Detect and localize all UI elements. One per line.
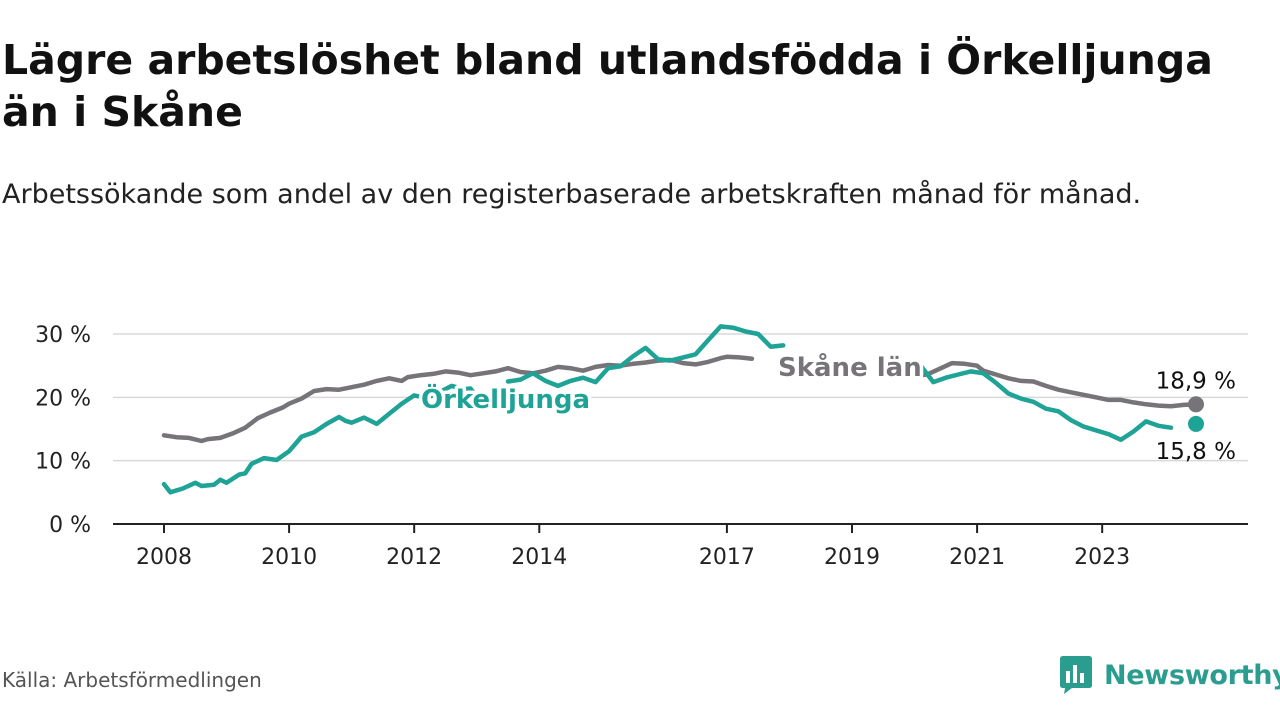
chart-subtitle: Arbetssökande som andel av den registerb… (2, 179, 1142, 210)
series-label-skane: Skåne län (778, 351, 922, 383)
end-point-skane (1188, 396, 1204, 413)
series-line-skane-points (161, 354, 755, 444)
x-tick-label-2008: 2008 (136, 545, 192, 570)
x-tick-label-2012: 2012 (386, 545, 442, 570)
series-line-orkelljunga-points (161, 383, 479, 495)
y-tick-label-10: 10 % (35, 450, 91, 475)
end-label-orkelljunga: 15,8 % (1156, 439, 1236, 465)
series-label-orkelljunga: Örkelljunga (421, 382, 590, 415)
series-label-orkelljunga-halo: Örkelljunga (421, 382, 590, 415)
x-tick-label-2017: 2017 (699, 545, 755, 570)
brand-logo: Newsworthy (1058, 654, 1280, 696)
brand-name: Newsworthy (1104, 659, 1280, 691)
y-tick-label-20: 20 % (35, 386, 91, 411)
newsworthy-logo-icon (1060, 656, 1092, 694)
y-tick-label-30: 30 % (35, 323, 91, 348)
end-point-orkelljunga (1188, 415, 1204, 432)
x-tick-label-2021: 2021 (949, 545, 1005, 570)
series-line-skane-points_b (912, 360, 1199, 409)
series-label-skane-halo: Skåne län (778, 351, 922, 383)
y-tick-label-0: 0 % (49, 513, 91, 538)
series-line-orkelljunga-points_b (505, 324, 786, 389)
x-tick-label-2019: 2019 (824, 545, 880, 570)
end-label-skane: 18,9 % (1156, 368, 1236, 394)
x-tick-label-2023: 2023 (1074, 545, 1130, 570)
series-line-orkelljunga-points_c (893, 363, 1174, 443)
source-note: Källa: Arbetsförmedlingen (2, 668, 262, 692)
x-tick-label-2010: 2010 (261, 545, 317, 570)
x-tick-label-2014: 2014 (511, 545, 567, 570)
chart-title: Lägre arbetslöshet bland utlandsfödda i … (2, 36, 1213, 136)
